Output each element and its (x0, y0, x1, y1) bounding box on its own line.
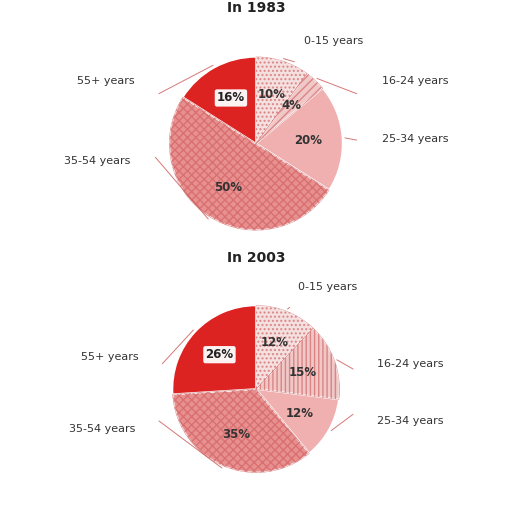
Wedge shape (173, 306, 256, 394)
Text: 0-15 years: 0-15 years (304, 36, 363, 46)
Text: 16%: 16% (217, 92, 245, 104)
Wedge shape (256, 306, 313, 389)
Wedge shape (173, 389, 309, 473)
Wedge shape (256, 328, 339, 399)
Text: 15%: 15% (289, 366, 317, 378)
Text: 35-54 years: 35-54 years (64, 156, 131, 166)
Text: 12%: 12% (286, 407, 314, 420)
Text: 35-54 years: 35-54 years (69, 424, 135, 434)
Wedge shape (256, 57, 307, 143)
Wedge shape (256, 73, 323, 143)
Wedge shape (183, 57, 256, 143)
Text: 16-24 years: 16-24 years (381, 76, 448, 86)
Wedge shape (256, 389, 339, 453)
Text: 16-24 years: 16-24 years (377, 359, 443, 369)
Text: 25-34 years: 25-34 years (381, 134, 448, 144)
Title: In 2003: In 2003 (227, 251, 285, 265)
Text: 0-15 years: 0-15 years (298, 282, 357, 292)
Text: 12%: 12% (261, 336, 288, 349)
Text: 35%: 35% (222, 429, 250, 441)
Text: 10%: 10% (258, 88, 286, 100)
Text: 4%: 4% (282, 99, 302, 112)
Wedge shape (169, 97, 329, 230)
Text: 25-34 years: 25-34 years (377, 416, 443, 426)
Text: 20%: 20% (294, 134, 322, 147)
Wedge shape (256, 88, 343, 190)
Text: 50%: 50% (214, 181, 242, 194)
Text: 26%: 26% (205, 348, 233, 361)
Text: 55+ years: 55+ years (81, 352, 139, 362)
Title: In 1983: In 1983 (227, 1, 285, 15)
Text: 55+ years: 55+ years (77, 76, 135, 86)
